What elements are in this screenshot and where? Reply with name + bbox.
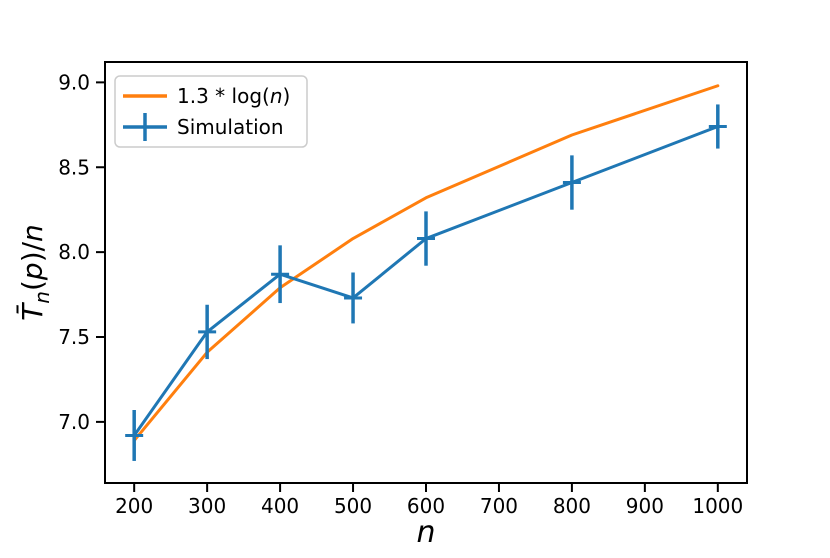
- x-axis-label: n: [416, 515, 435, 550]
- x-tick-label: 900: [626, 494, 664, 518]
- y-tick-label: 8.0: [58, 240, 90, 264]
- x-tick-label: 1000: [692, 494, 743, 518]
- legend-label: Simulation: [177, 115, 284, 139]
- x-tick-label: 800: [553, 494, 591, 518]
- series-layer: [125, 84, 727, 461]
- x-tick-label: 600: [407, 494, 445, 518]
- legend-box: [114, 75, 308, 148]
- y-tick-label: 7.5: [58, 325, 90, 349]
- y-tick-label: 8.5: [58, 155, 90, 179]
- x-tick-label: 200: [115, 494, 153, 518]
- y-axis-label: T̄n(p)/n: [15, 224, 54, 321]
- legend-label: 1.3 * log(n): [177, 84, 290, 108]
- legend: 1.3 * log(n) Simulation: [114, 75, 308, 148]
- simulation-line: [132, 125, 720, 437]
- axes-layer: 200 300 400 500 600 700 800 900 1000 7.0 7.5 8.0 8.5…: [15, 70, 743, 550]
- x-tick-label: 400: [261, 494, 299, 518]
- x-tick-label: 300: [188, 494, 226, 518]
- y-tick-label: 7.0: [58, 410, 90, 434]
- x-tick-label: 500: [334, 494, 372, 518]
- x-tick-label: 700: [480, 494, 518, 518]
- y-tick-label: 9.0: [58, 70, 90, 94]
